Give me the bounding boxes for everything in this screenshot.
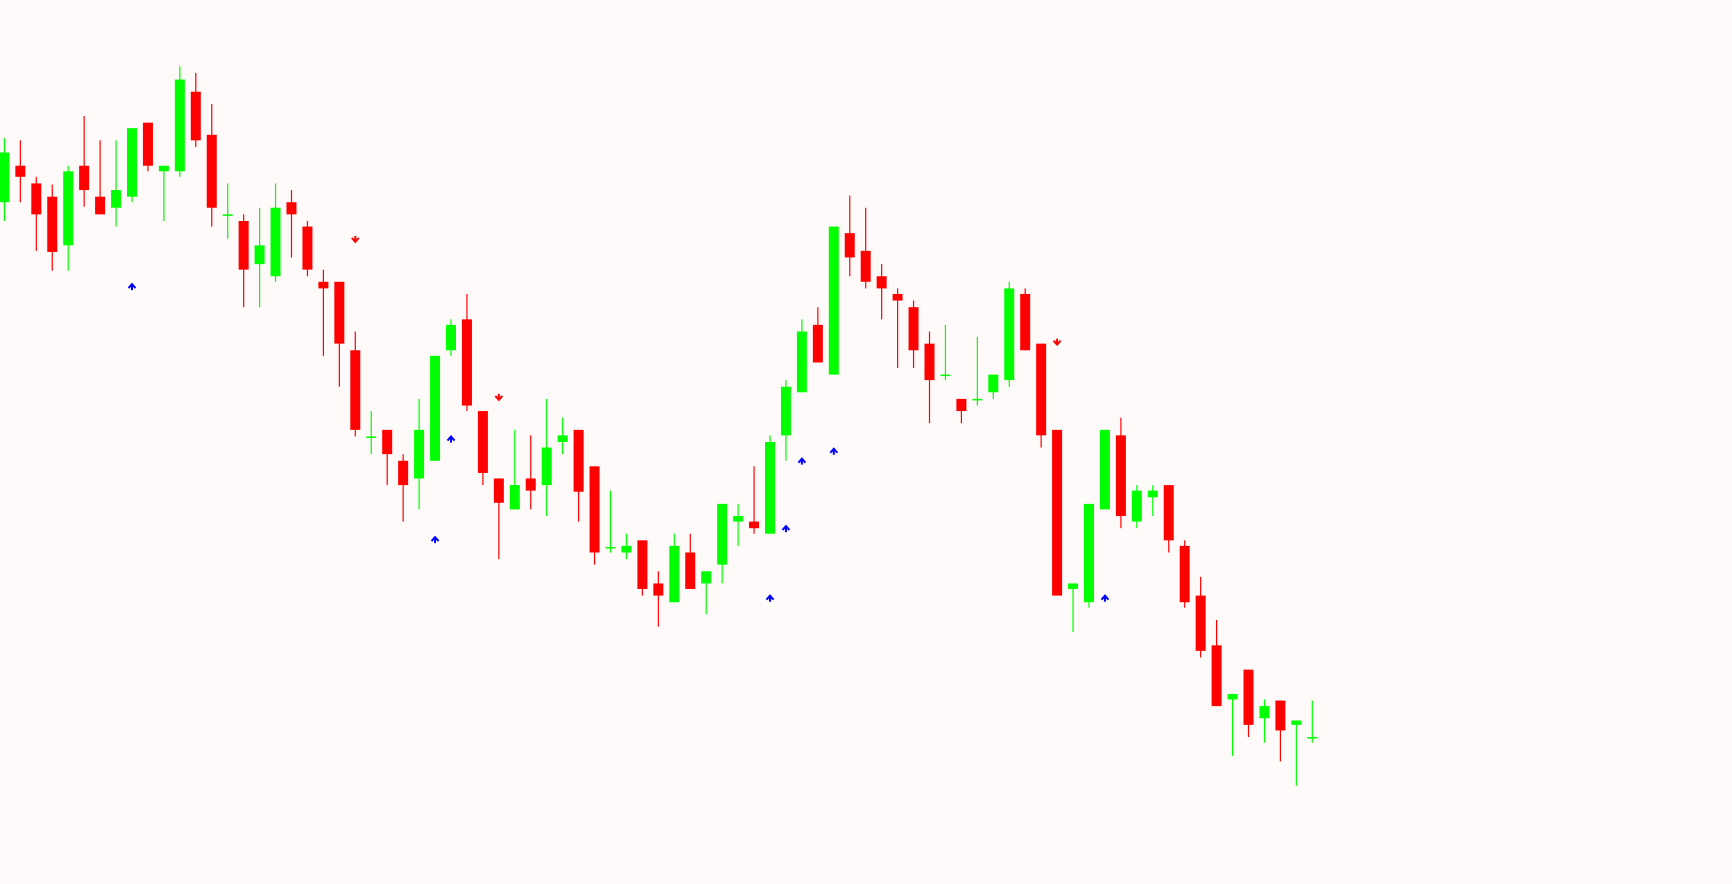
candle-body xyxy=(461,319,472,406)
candle-body xyxy=(318,281,329,289)
candle-body xyxy=(509,485,520,510)
candle-body xyxy=(589,466,600,553)
candle-body xyxy=(1211,645,1222,707)
candle-body xyxy=(1291,720,1302,725)
candle-body xyxy=(860,250,871,282)
candle-body xyxy=(47,196,58,252)
candle-body xyxy=(605,546,616,549)
candle-body xyxy=(1243,669,1254,725)
candle-body xyxy=(493,478,504,503)
candle-body xyxy=(940,374,951,377)
candle-body xyxy=(1275,700,1286,731)
candle-body xyxy=(1099,429,1110,510)
candle-body xyxy=(1227,693,1238,700)
buy-arrow xyxy=(430,535,440,544)
candle-body xyxy=(1179,545,1190,603)
candle-body xyxy=(366,436,377,438)
candle-body xyxy=(15,165,26,177)
candle-body xyxy=(844,233,855,258)
buy-arrow xyxy=(765,594,775,602)
buy-arrow xyxy=(446,435,456,443)
candle-body xyxy=(430,355,441,461)
candle-body xyxy=(1052,429,1063,596)
candle-body xyxy=(1004,288,1015,381)
candle-body xyxy=(398,460,409,486)
buy-arrow xyxy=(127,282,137,291)
candle-body xyxy=(477,411,488,473)
candle-body xyxy=(908,307,919,351)
candle-body xyxy=(1084,503,1094,603)
candle-body xyxy=(382,429,393,455)
buy-arrow xyxy=(1100,594,1110,602)
candle-body xyxy=(1131,490,1142,522)
candle-body xyxy=(111,190,122,208)
candle-body xyxy=(796,331,807,393)
buy-arrow xyxy=(781,524,791,533)
candle-body xyxy=(1115,435,1126,517)
candle-body xyxy=(653,583,664,596)
candle-body xyxy=(717,503,728,565)
candle-body xyxy=(621,545,632,553)
candle-body xyxy=(765,442,775,534)
candle-body xyxy=(254,245,265,265)
candle-body xyxy=(733,516,744,522)
candle-body xyxy=(414,429,425,479)
sell-arrow xyxy=(351,235,360,244)
candle-body xyxy=(446,324,456,351)
candle-body xyxy=(1259,706,1270,719)
candle-body xyxy=(1163,485,1174,541)
candle-body xyxy=(701,571,712,584)
candle-body xyxy=(286,202,297,215)
candle-body xyxy=(1036,343,1047,436)
buy-arrow xyxy=(797,457,807,465)
candle-body xyxy=(158,165,169,172)
candle-body xyxy=(270,207,281,277)
candle-body xyxy=(31,183,42,215)
candle-body xyxy=(892,293,903,301)
candle-body xyxy=(190,91,201,141)
candle-body xyxy=(573,429,584,492)
candle-body xyxy=(63,171,74,246)
candle-body xyxy=(988,374,999,393)
candle-body xyxy=(350,350,361,430)
candle-body xyxy=(302,226,313,270)
candle-body xyxy=(541,447,552,486)
sell-arrow xyxy=(1052,338,1062,347)
candle-body xyxy=(1068,583,1079,589)
candle-body xyxy=(142,122,153,166)
candle-body xyxy=(95,196,106,215)
candle-body xyxy=(79,165,90,191)
candle-body xyxy=(238,221,249,270)
candle-body xyxy=(1020,293,1031,351)
candle-body xyxy=(1147,490,1158,498)
candle-body xyxy=(780,386,791,436)
candle-body xyxy=(637,540,648,589)
candle-body xyxy=(749,521,760,529)
candle-body xyxy=(1307,737,1318,739)
buy-arrow xyxy=(829,447,839,455)
candle-body xyxy=(334,281,345,344)
candle-body xyxy=(876,276,887,289)
candle-body xyxy=(972,398,983,401)
candle-body xyxy=(924,343,935,381)
candle-body xyxy=(685,552,696,589)
candle-body xyxy=(1195,595,1206,651)
candle-body xyxy=(828,226,839,375)
candle-body xyxy=(812,324,823,363)
candle-body xyxy=(0,152,10,203)
candle-body xyxy=(669,545,680,603)
candle-body xyxy=(557,435,568,442)
sell-arrow xyxy=(494,393,504,402)
candle-body xyxy=(222,214,233,216)
candle-body xyxy=(525,478,536,491)
candle-body xyxy=(174,79,185,172)
candle-body xyxy=(206,134,217,208)
candle-body xyxy=(956,398,967,412)
candle-body xyxy=(127,128,137,197)
